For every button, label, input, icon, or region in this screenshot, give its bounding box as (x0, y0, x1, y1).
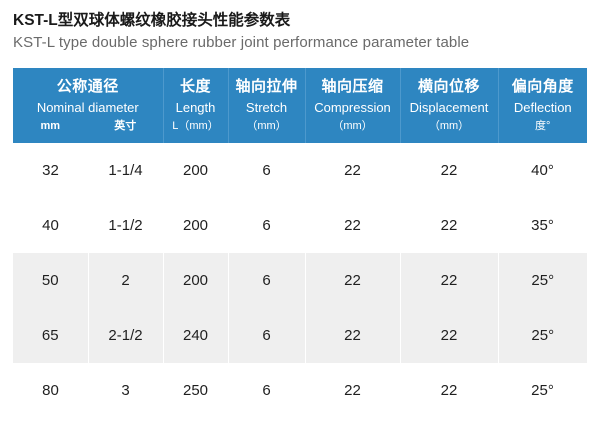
column-header-nominal-diameter-cn: 公称通径 (56, 78, 119, 95)
table-cell: 1-1/2 (88, 198, 163, 253)
table-cell: 40° (498, 143, 587, 198)
column-header-displacement-cn: 横向位移 (417, 78, 480, 95)
table-cell: 200 (162, 253, 228, 308)
column-header-compression: 轴向压缩 Compression （mm） (304, 68, 400, 143)
column-header-stretch-en: Stretch (245, 100, 288, 115)
table-cell: 6 (227, 253, 305, 308)
table-row: 80 3 250 6 22 22 25° (13, 363, 587, 418)
column-header-compression-en: Compression (314, 100, 391, 115)
column-header-displacement: 横向位移 Displacement （mm） (399, 68, 498, 143)
table-cell: 200 (163, 198, 228, 253)
column-header-displacement-en: Displacement (409, 100, 489, 115)
table-cell: 2-1/2 (87, 308, 163, 363)
column-header-nominal-diameter-en: Nominal diameter (36, 100, 139, 115)
table-cell: 6 (228, 143, 305, 198)
column-header-stretch: 轴向拉伸 Stretch （mm） (227, 68, 305, 143)
column-header-compression-unit: （mm） (332, 120, 373, 132)
page-title-en: KST-L type double sphere rubber joint pe… (13, 34, 470, 51)
column-header-length-en: Length (175, 100, 216, 115)
page-title-cn: KST-L型双球体螺纹橡胶接头性能参数表 (13, 12, 291, 29)
spec-table-container: 公称通径 Nominal diameter mm 英寸 长度 Length L（… (13, 68, 587, 418)
column-header-nominal-diameter: 公称通径 Nominal diameter mm 英寸 (13, 68, 163, 143)
table-cell: 22 (400, 363, 498, 418)
table-cell: 250 (163, 363, 228, 418)
table-cell: 22 (304, 253, 400, 308)
table-body: 32 1-1/4 200 6 22 22 40° 40 1-1/2 200 6 22 22 35° 50 2 2… (13, 143, 587, 418)
column-header-displacement-unit: （mm） (428, 120, 470, 132)
column-header-nominal-diameter-units: mm 英寸 (13, 121, 163, 132)
table-cell: 22 (305, 198, 400, 253)
spec-table: 公称通径 Nominal diameter mm 英寸 长度 Length L（… (13, 68, 587, 418)
column-header-unit-inch: 英寸 (114, 120, 137, 132)
table-cell: 22 (400, 143, 498, 198)
column-header-length-unit: L（mm） (172, 120, 219, 132)
column-header-unit-mm: mm (40, 120, 61, 132)
table-row: 40 1-1/2 200 6 22 22 35° (13, 198, 587, 253)
table-cell: 22 (305, 143, 400, 198)
table-cell: 22 (304, 308, 400, 363)
table-cell: 35° (498, 198, 587, 253)
table-cell: 6 (228, 198, 305, 253)
column-header-length-cn: 长度 (179, 78, 211, 95)
table-row: 32 1-1/4 200 6 22 22 40° (13, 143, 587, 198)
column-header-deflection-cn: 偏向角度 (511, 78, 574, 95)
table-header-row: 公称通径 Nominal diameter mm 英寸 长度 Length L（… (13, 68, 587, 143)
table-cell: 25° (498, 363, 587, 418)
table-cell: 22 (399, 308, 498, 363)
column-header-length: 长度 Length L（mm） (162, 68, 228, 143)
title-block: KST-L型双球体螺纹橡胶接头性能参数表 KST-L type double s… (13, 10, 588, 54)
table-cell: 1-1/4 (88, 143, 163, 198)
table-cell: 65 (13, 308, 88, 363)
table-cell: 240 (162, 308, 228, 363)
table-cell: 50 (13, 253, 88, 308)
table-row: 65 2-1/2 240 6 22 22 25° (13, 308, 587, 363)
table-cell: 6 (227, 308, 305, 363)
table-cell: 80 (13, 363, 88, 418)
column-header-stretch-cn: 轴向拉伸 (235, 78, 298, 95)
table-cell: 40 (13, 198, 88, 253)
table-cell: 3 (88, 363, 163, 418)
table-header: 公称通径 Nominal diameter mm 英寸 长度 Length L（… (13, 68, 587, 143)
table-row: 50 2 200 6 22 22 25° (13, 253, 587, 308)
column-header-deflection: 偏向角度 Deflection 度° (497, 68, 587, 143)
table-cell: 25° (497, 253, 587, 308)
table-cell: 22 (305, 363, 400, 418)
column-header-compression-cn: 轴向压缩 (321, 78, 384, 95)
table-cell: 22 (399, 253, 498, 308)
column-header-deflection-unit: 度° (535, 120, 551, 132)
table-cell: 22 (400, 198, 498, 253)
table-cell: 2 (87, 253, 163, 308)
column-header-deflection-en: Deflection (513, 100, 572, 115)
column-header-stretch-unit: （mm） (246, 120, 287, 132)
table-cell: 6 (228, 363, 305, 418)
table-cell: 200 (163, 143, 228, 198)
table-cell: 32 (13, 143, 88, 198)
table-cell: 25° (497, 308, 587, 363)
